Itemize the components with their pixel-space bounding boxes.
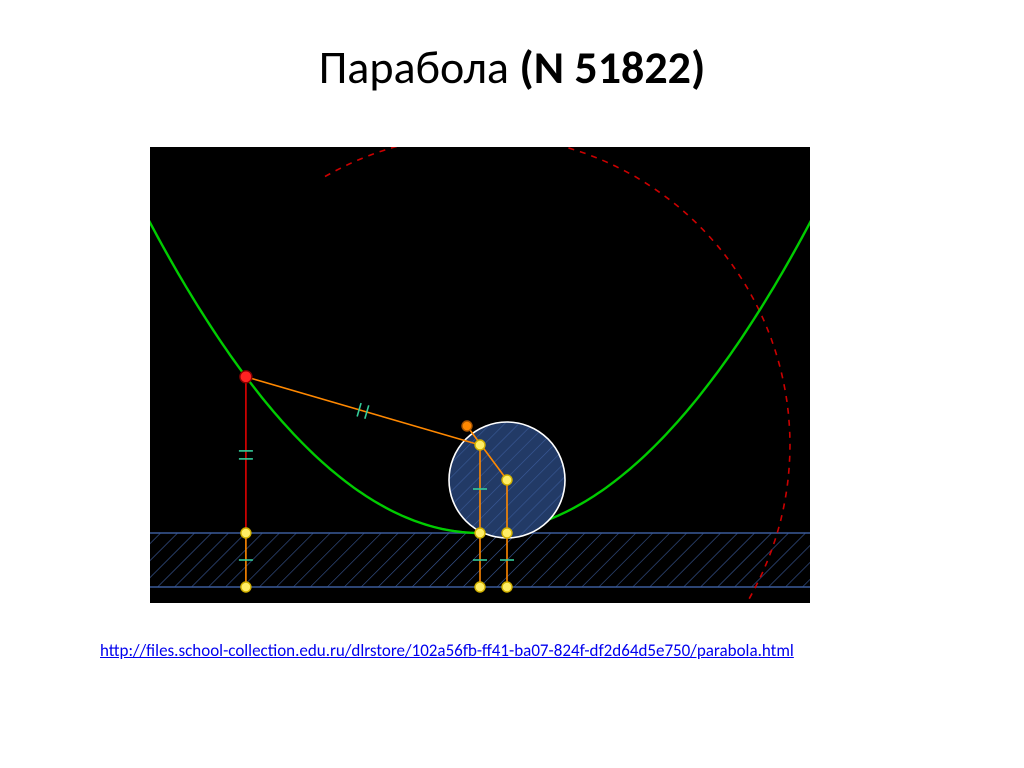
title-plain: Парабола (319, 40, 520, 96)
diagram-svg (100, 135, 860, 615)
slide: Парабола (N 51822) http://files.school-c… (0, 0, 1024, 768)
reference-link[interactable]: http://files.school-collection.edu.ru/dl… (100, 640, 860, 661)
page-title: Парабола (N 51822) (0, 0, 1024, 96)
parabola-diagram (100, 135, 860, 615)
reference-link-text: http://files.school-collection.edu.ru/dl… (100, 640, 794, 661)
title-bold: (N 51822) (519, 40, 705, 96)
